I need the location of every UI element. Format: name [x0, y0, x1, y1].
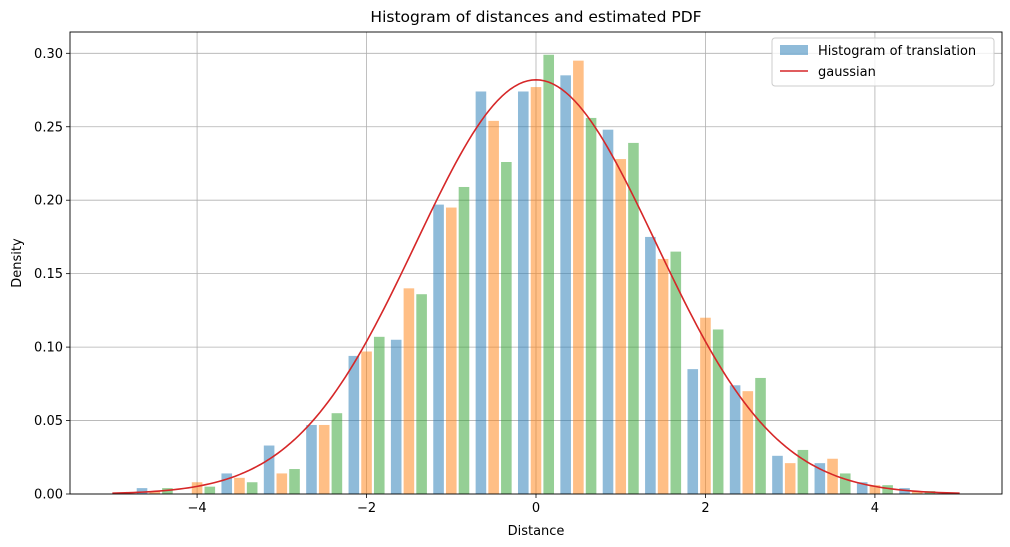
x-tick-label: 2: [701, 501, 709, 516]
histogram-bar-series-3: [204, 486, 216, 494]
histogram-bar-series-2: [827, 458, 838, 494]
histogram-bar-series-1: [475, 91, 487, 494]
histogram-bar-series-3: [458, 186, 470, 494]
histogram-bar-series-1: [136, 488, 148, 494]
histogram-bar-series-3: [246, 482, 258, 494]
histogram-bar-series-1: [263, 445, 275, 494]
histogram-bar-series-2: [488, 120, 499, 495]
legend-label-histogram: Histogram of translation: [818, 44, 976, 59]
histogram-bar-series-1: [687, 369, 699, 494]
histogram-bar-series-3: [712, 329, 724, 494]
histogram-bar-series-1: [560, 75, 571, 495]
histogram-bar-series-1: [729, 385, 741, 494]
histogram-bar-series-1: [856, 482, 868, 494]
histogram-bar-series-3: [543, 54, 555, 495]
histogram-bar-series-1: [517, 91, 529, 494]
y-axis-title: Density: [10, 238, 25, 288]
histogram-bar-series-2: [191, 482, 203, 494]
histogram-bar-series-2: [318, 424, 330, 494]
histogram-bar-series-3: [882, 485, 893, 494]
y-tick-label: 0.05: [34, 414, 63, 429]
histogram-bar-series-2: [234, 477, 245, 494]
y-axis-ticks: 0.00 0.05 0.10 0.15 0.20 0.25 0.30: [34, 47, 70, 503]
histogram-bar-series-3: [670, 251, 682, 494]
histogram-bar-series-1: [221, 473, 233, 494]
x-axis-ticks: −4 −2 0 2 4: [188, 494, 879, 516]
y-tick-label: 0.15: [34, 267, 63, 282]
y-tick-label: 0.10: [34, 341, 63, 356]
histogram-bar-series-3: [331, 413, 343, 494]
histogram-bar-series-2: [911, 491, 923, 494]
y-tick-label: 0.30: [34, 47, 63, 62]
histogram-bar-series-2: [742, 391, 754, 494]
histogram-bar-series-1: [348, 355, 360, 494]
plot-area: [69, 31, 1003, 495]
histogram-bar-series-1: [645, 236, 656, 494]
histogram-bar-series-3: [416, 294, 427, 494]
histogram-bar-series-1: [814, 463, 826, 494]
histogram-bar-series-3: [628, 142, 639, 495]
histogram-bar-series-2: [530, 87, 542, 495]
x-tick-label: 4: [871, 501, 879, 516]
histogram-bar-series-3: [289, 469, 300, 494]
histogram-bar-series-1: [772, 455, 783, 494]
histogram-bar-series-3: [797, 449, 809, 494]
histogram-bar-series-2: [403, 288, 415, 494]
legend-label-gaussian: gaussian: [818, 65, 876, 80]
gaussian-pdf-line: [112, 79, 960, 494]
histogram-bar-series-2: [869, 485, 881, 494]
histogram-bar-series-1: [602, 129, 614, 494]
histogram-bar-series-3: [501, 162, 512, 495]
histogram-bar-series-2: [276, 473, 288, 494]
chart-title: Histogram of distances and estimated PDF: [370, 8, 701, 26]
histogram-bar-series-2: [361, 351, 372, 494]
legend-swatch-histogram: [780, 45, 808, 55]
histogram-bar-series-1: [390, 339, 402, 494]
histogram-bar-series-2: [784, 463, 796, 494]
x-tick-label: −2: [357, 501, 376, 516]
histogram-bar-series-2: [149, 491, 161, 494]
histogram-bars: [136, 54, 936, 495]
histogram-bar-series-1: [433, 204, 444, 495]
x-axis-title: Distance: [508, 524, 565, 539]
histogram-bar-series-1: [306, 424, 317, 494]
histogram-bar-series-3: [585, 117, 597, 495]
x-tick-label: −4: [188, 501, 207, 516]
histogram-bar-series-2: [573, 60, 584, 494]
histogram-bar-series-3: [755, 377, 766, 494]
legend: Histogram of translation gaussian: [771, 37, 995, 87]
histogram-bar-series-2: [445, 207, 457, 495]
y-tick-label: 0.25: [34, 120, 63, 135]
y-tick-label: 0.20: [34, 194, 63, 209]
legend-box: [771, 37, 995, 87]
histogram-bar-series-2: [657, 258, 669, 494]
x-tick-label: 0: [532, 501, 540, 516]
y-tick-label: 0.00: [34, 488, 63, 503]
histogram-bar-series-3: [373, 336, 385, 494]
histogram-bar-series-2: [615, 159, 627, 494]
histogram-bar-series-3: [839, 473, 851, 494]
histogram-bar-series-2: [700, 317, 711, 494]
